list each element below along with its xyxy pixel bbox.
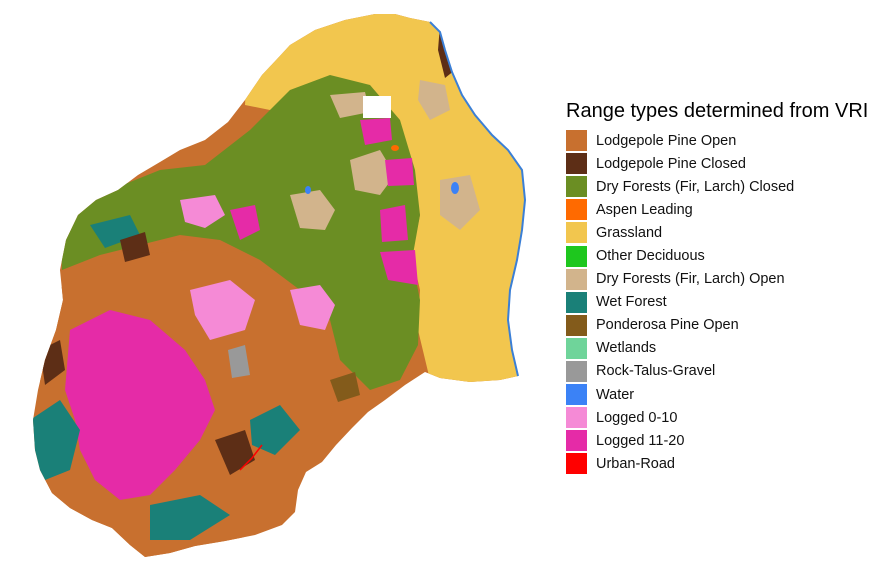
region-urban-road	[239, 444, 263, 471]
legend-item: Other Deciduous	[566, 244, 880, 267]
legend-item: Logged 11-20	[566, 429, 880, 452]
legend-label: Logged 11-20	[596, 432, 685, 449]
legend-item: Wetlands	[566, 337, 880, 360]
region-logged-11-20-n2	[385, 158, 414, 186]
region-water-1	[451, 182, 459, 194]
legend-swatch	[566, 384, 587, 406]
legend-label: Wetlands	[596, 340, 657, 357]
legend-swatch	[566, 291, 587, 313]
legend-label: Ponderosa Pine Open	[596, 317, 739, 334]
legend-label: Dry Forests (Fir, Larch) Open	[596, 271, 785, 288]
legend-item: Lodgepole Pine Closed	[566, 152, 880, 175]
legend-item: Dry Forests (Fir, Larch) Closed	[566, 175, 880, 198]
region-wet-forest-3	[250, 405, 300, 455]
region-logged-11-20-n3	[380, 205, 408, 242]
legend-item: Grassland	[566, 221, 880, 244]
region-logged-11-20-sw	[65, 310, 215, 500]
legend-item: Lodgepole Pine Open	[566, 129, 880, 152]
legend-item: Logged 0-10	[566, 406, 880, 429]
legend-item: Rock-Talus-Gravel	[566, 360, 880, 383]
legend-item: Aspen Leading	[566, 198, 880, 221]
legend-item: Water	[566, 383, 880, 406]
legend-swatch	[566, 337, 587, 359]
region-water-2	[305, 186, 311, 194]
region-lodgepole-closed-4	[120, 232, 150, 262]
region-logged-0-10-3	[180, 195, 225, 228]
region-rock	[228, 345, 250, 378]
region-lodgepole-closed-2	[215, 430, 255, 475]
region-logged-11-20-mid	[230, 205, 260, 240]
legend-label: Grassland	[596, 224, 663, 241]
region-wet-forest-2	[150, 495, 230, 540]
region-wet-forest-4	[90, 215, 140, 248]
legend-label: Other Deciduous	[596, 248, 705, 265]
legend-item: Ponderosa Pine Open	[566, 314, 880, 337]
legend-swatch	[566, 430, 587, 452]
legend-label: Dry Forests (Fir, Larch) Closed	[596, 178, 795, 195]
region-logged-0-10-1	[190, 280, 255, 340]
region-logged-11-20-n1	[360, 118, 392, 145]
legend-label: Wet Forest	[596, 294, 667, 311]
region-dry-open-5	[330, 92, 370, 118]
legend-swatch	[566, 407, 587, 429]
region-logged-0-10-2	[290, 285, 335, 330]
legend-swatch	[566, 314, 587, 336]
legend-item: Dry Forests (Fir, Larch) Open	[566, 268, 880, 291]
legend-swatch	[566, 222, 587, 244]
legend-swatch	[566, 245, 587, 267]
legend-label: Urban-Road	[596, 455, 675, 472]
range-type-map	[33, 14, 527, 557]
region-dry-open-3	[418, 80, 450, 120]
legend-items: Lodgepole Pine Open Lodgepole Pine Close…	[566, 129, 880, 475]
legend-swatch	[566, 130, 587, 152]
legend-swatch	[566, 453, 587, 475]
legend-title: Range types determined from VRI	[566, 100, 869, 122]
legend-label: Aspen Leading	[596, 201, 693, 218]
region-wet-forest-1	[33, 400, 80, 480]
region-dry-open-1	[290, 190, 335, 230]
legend-item: Urban-Road	[566, 452, 880, 475]
legend-label: Lodgepole Pine Closed	[596, 155, 746, 172]
legend-label: Lodgepole Pine Open	[596, 132, 737, 149]
legend-label: Water	[596, 386, 635, 403]
legend-swatch	[566, 153, 587, 175]
map-nodata-gap	[363, 96, 391, 118]
legend-swatch	[566, 199, 587, 221]
legend-swatch	[566, 176, 587, 198]
legend-item: Wet Forest	[566, 291, 880, 314]
legend-label: Logged 0-10	[596, 409, 678, 426]
region-dry-open-2	[350, 150, 395, 195]
river-outline	[429, 21, 527, 377]
map-canvas	[33, 14, 527, 557]
legend-label: Rock-Talus-Gravel	[596, 363, 716, 380]
region-dry-open-4	[440, 175, 480, 230]
legend-swatch	[566, 360, 587, 382]
legend-swatch	[566, 268, 587, 290]
region-logged-11-20-n4	[380, 250, 418, 285]
region-aspen	[391, 145, 399, 151]
map-legend: Range types determined from VRI Lodgepol…	[566, 100, 880, 475]
region-ponderosa	[330, 372, 360, 402]
